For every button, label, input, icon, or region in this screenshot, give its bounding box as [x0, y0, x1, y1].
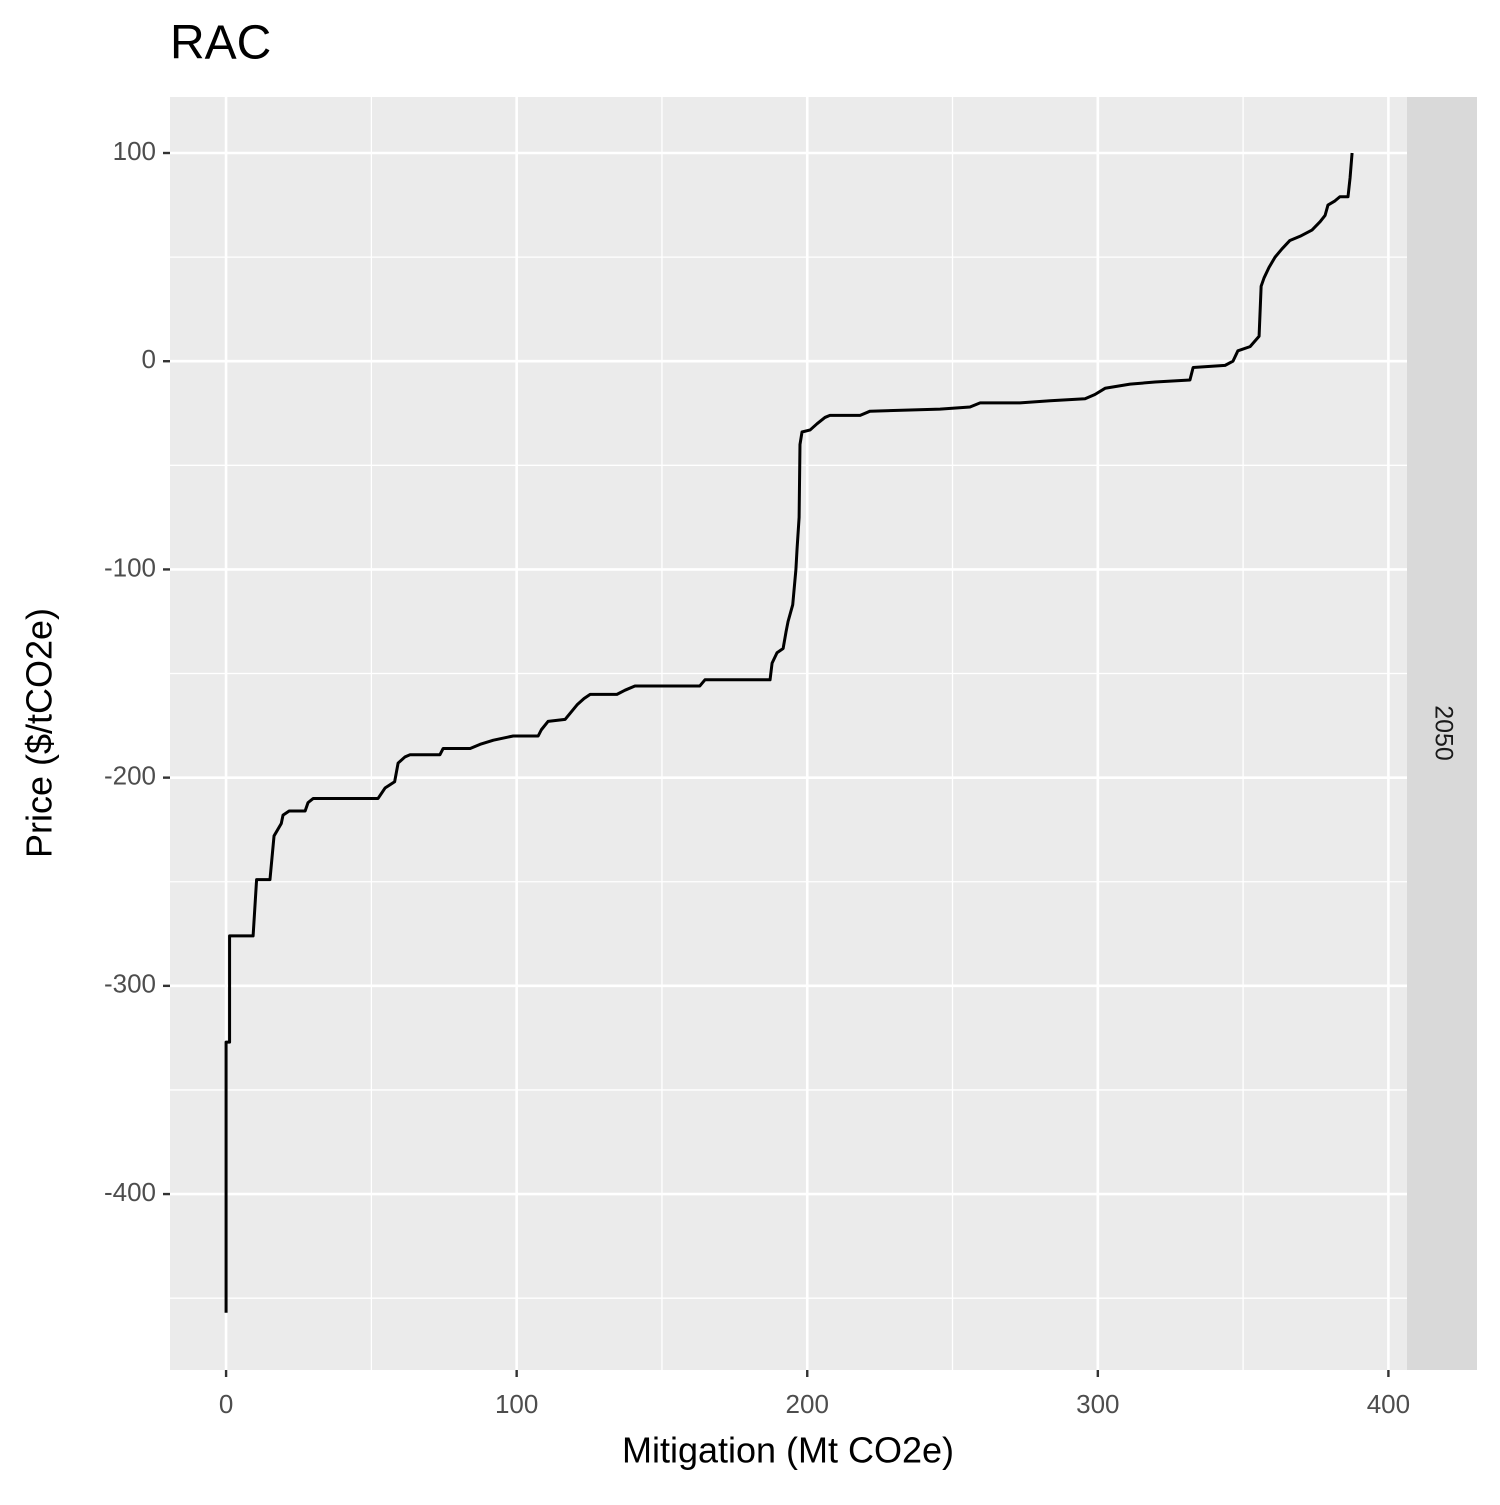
x-tick-label: 300 [1076, 1389, 1119, 1419]
plot-area [224, 152, 1354, 1313]
y-tick-label: 0 [142, 344, 156, 374]
x-tick-label: 200 [786, 1389, 829, 1419]
data-line [224, 152, 1354, 1313]
x-axis-title: Mitigation (Mt CO2e) [622, 1430, 954, 1471]
grid [170, 97, 1407, 1370]
panel [170, 97, 1407, 1370]
y-tick-label: -400 [104, 1177, 156, 1207]
y-tick-label: -100 [104, 552, 156, 582]
x-tick-label: 0 [219, 1389, 233, 1419]
x-tick-label: 100 [495, 1389, 538, 1419]
facet-label: 2050 [1429, 705, 1457, 761]
y-axis-title: Price ($/tCO2e) [19, 608, 60, 858]
x-tick-label: 400 [1367, 1389, 1410, 1419]
chart-title: RAC [170, 17, 271, 70]
y-tick-label: -300 [104, 969, 156, 999]
facet-strip [1407, 97, 1477, 1370]
y-tick-label: 100 [113, 136, 156, 166]
y-tick-label: -200 [104, 761, 156, 791]
